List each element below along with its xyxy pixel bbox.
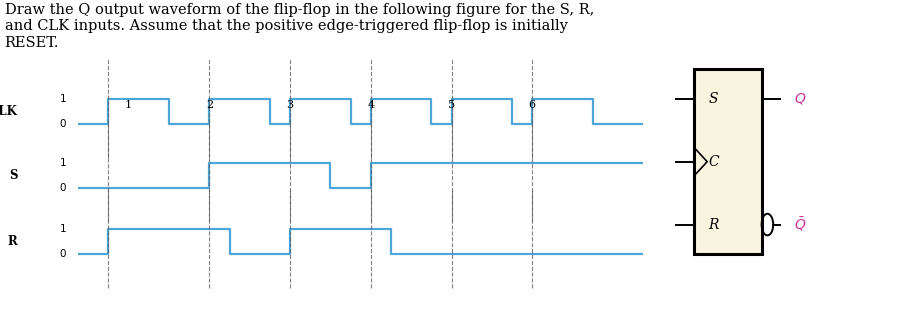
Text: 1: 1: [60, 94, 66, 104]
Text: $Q$: $Q$: [794, 91, 806, 106]
Text: 6: 6: [528, 100, 536, 110]
Text: S: S: [9, 169, 17, 182]
Text: 0: 0: [60, 119, 66, 129]
Text: 5: 5: [448, 100, 455, 110]
Text: 1: 1: [60, 158, 66, 167]
Text: CLK: CLK: [0, 105, 17, 118]
Text: $\bar{Q}$: $\bar{Q}$: [794, 216, 806, 234]
Text: 1: 1: [60, 224, 66, 234]
Text: 3: 3: [287, 100, 294, 110]
Text: R: R: [709, 217, 719, 231]
Text: 4: 4: [368, 100, 374, 110]
Text: R: R: [7, 235, 17, 248]
Text: Draw the Q output waveform of the flip-flop in the following figure for the S, R: Draw the Q output waveform of the flip-f…: [5, 3, 594, 49]
Text: 0: 0: [60, 183, 66, 193]
Text: C: C: [709, 155, 719, 169]
Text: 1: 1: [125, 100, 132, 110]
Text: S: S: [709, 92, 719, 106]
Text: 0: 0: [60, 249, 66, 259]
Bar: [695, 69, 762, 254]
Text: 2: 2: [206, 100, 213, 110]
